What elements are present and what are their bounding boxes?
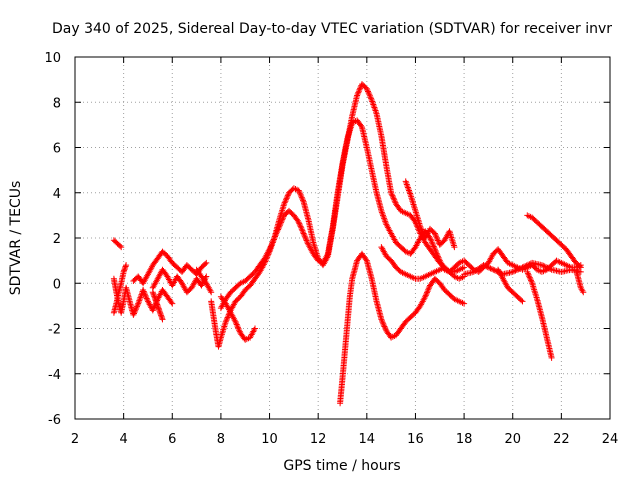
- series-prn-c: [110, 262, 130, 316]
- series-prn-f: [149, 289, 166, 323]
- series-prn-e: [149, 266, 210, 296]
- x-tick-label: 18: [456, 432, 473, 447]
- x-tick-label: 14: [359, 432, 376, 447]
- data-series-group: [110, 81, 587, 407]
- series-prn-p: [524, 268, 555, 361]
- series-prn-o: [495, 266, 526, 305]
- x-tick-label: 24: [602, 432, 619, 447]
- y-tick-label: 6: [53, 142, 61, 157]
- y-tick-label: -6: [48, 413, 61, 428]
- series-prn-a: [110, 237, 125, 251]
- x-tick-label: 4: [119, 432, 127, 447]
- series-prn-r: [573, 266, 587, 296]
- y-tick-label: 8: [53, 96, 61, 111]
- grid-lines: [75, 57, 610, 419]
- y-tick-label: 2: [53, 232, 61, 247]
- y-tick-label: -2: [48, 323, 61, 338]
- series-prn-j: [217, 293, 258, 343]
- y-axis-label: SDTVAR / TECUs: [8, 181, 24, 296]
- series-prn-g: [193, 266, 215, 296]
- y-tick-labels: -6 -4 -2 0 2 4 6 8 10: [44, 51, 61, 428]
- series-prn-q: [524, 212, 584, 271]
- x-tick-label: 20: [504, 432, 521, 447]
- series-prn-m: [402, 178, 458, 251]
- x-tick-labels: 2 4 6 8 10 12 14 16 18 20 22 24: [71, 432, 618, 447]
- x-tick-label: 16: [407, 432, 424, 447]
- series-prn-h: [208, 81, 468, 350]
- y-tick-label: 10: [44, 51, 61, 66]
- y-tick-label: 0: [53, 277, 61, 292]
- x-tick-label: 6: [168, 432, 176, 447]
- x-tick-label: 2: [71, 432, 79, 447]
- x-tick-label: 8: [217, 432, 225, 447]
- series-prn-l: [378, 244, 468, 282]
- x-tick-label: 22: [553, 432, 570, 447]
- axis-ticks: [74, 56, 611, 420]
- series-prn-k: [337, 250, 468, 407]
- x-tick-label: 12: [310, 432, 327, 447]
- y-tick-label: 4: [53, 187, 61, 202]
- x-axis-label: GPS time / hours: [283, 458, 400, 474]
- chart-title: Day 340 of 2025, Sidereal Day-to-day VTE…: [52, 21, 612, 37]
- y-tick-label: -4: [48, 368, 61, 383]
- x-tick-label: 10: [261, 432, 278, 447]
- series-prn-n: [461, 259, 584, 278]
